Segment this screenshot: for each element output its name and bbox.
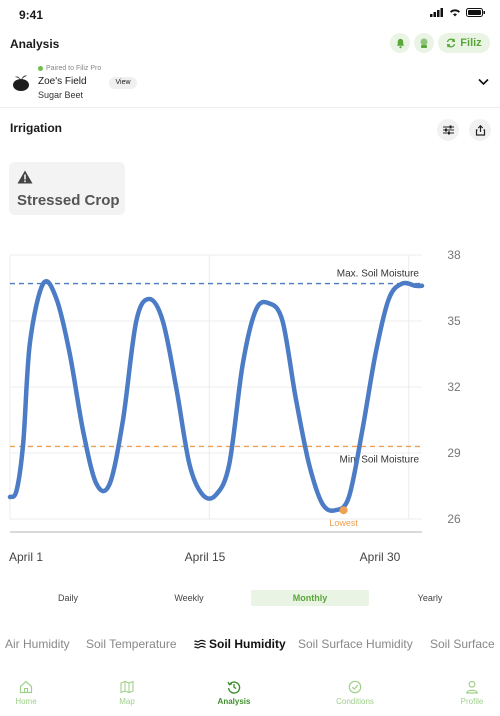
paired-dot bbox=[38, 66, 43, 71]
filiz-label: Filiz bbox=[460, 37, 482, 49]
crop-status-card: Stressed Crop bbox=[9, 162, 125, 215]
y-tick-label: 26 bbox=[447, 512, 461, 526]
paired-status: Paired to Filiz Pro bbox=[38, 65, 101, 72]
y-tick-label: 32 bbox=[447, 380, 461, 394]
status-time: 9:41 bbox=[19, 8, 44, 22]
nav-conditions-label: Conditions bbox=[336, 697, 374, 706]
metric-tabs: Air Humidity Soil Temperature Soil Humid… bbox=[0, 637, 500, 659]
view-field-button[interactable]: View bbox=[109, 77, 137, 89]
tab-soil-surface[interactable]: Soil Surface bbox=[430, 637, 495, 651]
tab-air-humidity[interactable]: Air Humidity bbox=[5, 637, 70, 651]
field-selector[interactable]: Paired to Filiz Pro Zoe's Field Sugar Be… bbox=[0, 62, 500, 108]
share-button[interactable] bbox=[469, 119, 491, 141]
section-title: Irrigation bbox=[10, 121, 63, 135]
lowest-label: Lowest bbox=[329, 518, 358, 528]
tab-soil-surface-humidity[interactable]: Soil Surface Humidity bbox=[298, 637, 413, 651]
y-tick-label: 29 bbox=[447, 446, 461, 460]
nav-conditions[interactable]: Conditions bbox=[325, 672, 385, 706]
nav-analysis-label: Analysis bbox=[217, 697, 251, 706]
field-avatar-icon bbox=[13, 75, 29, 91]
share-icon bbox=[475, 124, 485, 136]
nav-home[interactable]: Home bbox=[0, 672, 56, 706]
page-title: Analysis bbox=[10, 37, 60, 51]
sync-icon bbox=[447, 38, 456, 48]
check-circle-icon bbox=[348, 680, 362, 694]
home-icon bbox=[19, 680, 33, 694]
chart-svg: 26 29 32 35 38 April 1 April 15 April 30 Max. So… bbox=[7, 248, 461, 564]
tab-soil-temperature[interactable]: Soil Temperature bbox=[86, 637, 177, 651]
map-icon bbox=[120, 680, 134, 694]
nav-analysis[interactable]: Analysis bbox=[204, 672, 264, 706]
signal-icon bbox=[430, 8, 443, 17]
min-moisture-label: Min. Soil Moisture bbox=[340, 454, 420, 465]
bottom-nav: Home Map Analysis Conditions Profile bbox=[0, 672, 500, 716]
crop-name: Sugar Beet bbox=[38, 90, 84, 100]
device-button[interactable] bbox=[414, 33, 434, 53]
crop-status-label: Stressed Crop bbox=[17, 192, 120, 209]
x-tick-label: April 30 bbox=[360, 550, 401, 564]
status-bar: 9:41 bbox=[0, 0, 500, 28]
app-header: Analysis Filiz bbox=[0, 30, 500, 58]
field-name: Zoe's Field bbox=[38, 76, 87, 87]
bell-icon bbox=[396, 38, 404, 48]
tab-monthly[interactable]: Monthly bbox=[251, 590, 369, 606]
filiz-sync-button[interactable]: Filiz bbox=[438, 33, 490, 53]
y-tick-label: 35 bbox=[447, 314, 461, 328]
sliders-icon bbox=[442, 125, 454, 135]
wind-wave-icon bbox=[194, 639, 206, 649]
nav-profile[interactable]: Profile bbox=[442, 672, 500, 706]
tab-soil-humidity[interactable]: Soil Humidity bbox=[194, 637, 286, 651]
person-icon bbox=[466, 680, 478, 694]
notifications-button[interactable] bbox=[390, 33, 410, 53]
filter-button[interactable] bbox=[437, 119, 459, 141]
lowest-point bbox=[339, 506, 348, 515]
nav-map[interactable]: Map bbox=[97, 672, 157, 706]
tab-yearly[interactable]: Yearly bbox=[417, 593, 443, 603]
period-tabs: Daily Weekly Monthly Yearly bbox=[0, 590, 500, 608]
history-icon bbox=[227, 681, 241, 694]
wifi-icon bbox=[450, 9, 460, 17]
nav-home-label: Home bbox=[15, 697, 37, 706]
y-tick-label: 38 bbox=[447, 248, 461, 262]
status-icons bbox=[430, 8, 486, 17]
chevron-down-icon[interactable] bbox=[478, 78, 489, 86]
tab-soil-humidity-label: Soil Humidity bbox=[209, 637, 286, 651]
paired-text: Paired to Filiz Pro bbox=[46, 65, 102, 72]
soil-humidity-series bbox=[7, 279, 425, 513]
battery-icon bbox=[466, 8, 485, 17]
sprout-device-icon bbox=[420, 38, 428, 48]
soil-humidity-chart: 26 29 32 35 38 April 1 April 15 April 30 Max. So… bbox=[0, 240, 500, 570]
warning-icon bbox=[17, 170, 33, 184]
tab-weekly[interactable]: Weekly bbox=[174, 593, 204, 603]
tab-daily[interactable]: Daily bbox=[57, 593, 78, 603]
nav-profile-label: Profile bbox=[460, 697, 484, 706]
max-moisture-label: Max. Soil Moisture bbox=[337, 269, 420, 280]
nav-map-label: Map bbox=[119, 697, 135, 706]
x-tick-label: April 15 bbox=[185, 550, 226, 564]
x-tick-label: April 1 bbox=[9, 550, 43, 564]
